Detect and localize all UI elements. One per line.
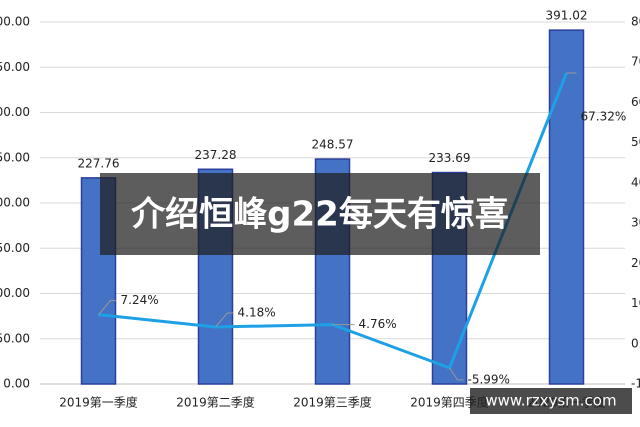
x-tick-label: 2019第一季度 [59,395,138,410]
bar-value-label: 248.57 [312,138,354,152]
bar-value-label: 233.69 [429,151,471,165]
y-tick-label: 150.00 [0,241,30,255]
line-value-label: -5.99% [468,372,510,386]
x-tick-label: 2019第三季度 [293,395,372,410]
y-tick-label: 100.00 [0,286,30,300]
y2-tick-label: 80.00% [631,15,640,29]
watermark-box [470,388,632,414]
y-tick-label: 350.00 [0,60,30,74]
x-tick-label: 2019第四季度 [410,395,489,410]
bar-value-label: 227.76 [78,156,120,170]
y-tick-label: 250.00 [0,150,30,164]
watermark: www.rzxysm.com [485,392,616,410]
label-leader [215,312,234,328]
y-tick-label: 0.00 [3,377,30,391]
banner-box [100,173,540,255]
label-leader [449,367,464,381]
bar-value-label: 391.02 [546,9,588,23]
y2-tick-label: -10.00% [631,377,640,391]
y-tick-label: 300.00 [0,105,30,119]
y2-tick-label: 20.00% [631,256,640,270]
y2-tick-label: 60.00% [631,95,640,109]
y2-tick-label: 50.00% [631,135,640,149]
y2-tick-label: 0.00% [631,336,640,350]
line-value-label: 4.76% [359,317,397,331]
line-value-label: 4.18% [238,305,276,319]
y2-tick-label: 40.00% [631,175,640,189]
y-tick-label: 50.00 [0,331,30,345]
x-tick-label: 2019第二季度 [176,395,255,410]
line-value-label: 67.32% [581,110,627,124]
y2-tick-label: 70.00% [631,55,640,69]
y2-tick-label: 10.00% [631,296,640,310]
bar-value-label: 237.28 [195,148,237,162]
bar [548,29,585,385]
line-value-label: 7.24% [121,293,159,307]
banner: 介绍恒峰g22每天有惊喜 [131,195,509,235]
y2-tick-label: 30.00% [631,216,640,230]
label-leader [98,300,117,315]
y-tick-label: 400.00 [0,15,30,29]
y-tick-label: 200.00 [0,196,30,210]
